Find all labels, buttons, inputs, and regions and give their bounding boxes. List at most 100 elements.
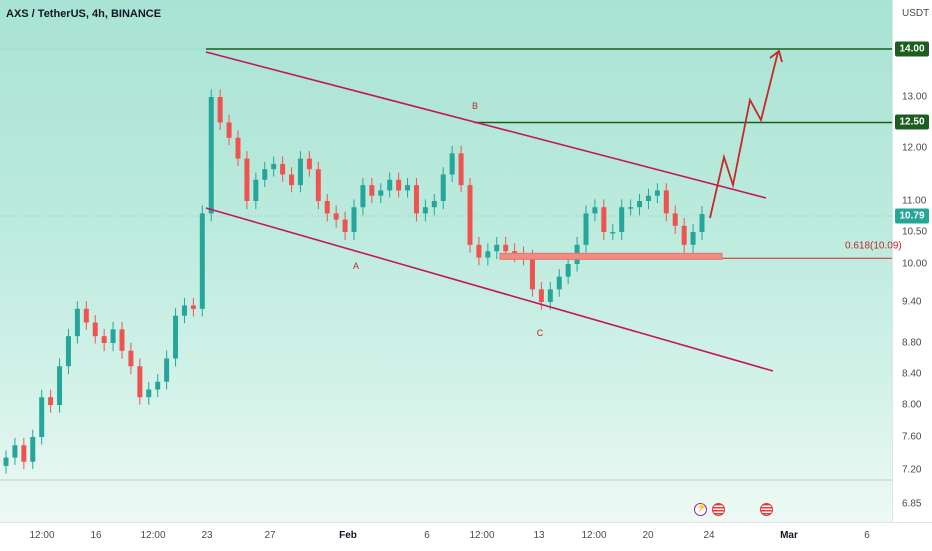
candle-body xyxy=(39,397,45,437)
candle-body xyxy=(476,244,482,258)
candle-body xyxy=(110,329,116,343)
candle-body xyxy=(30,437,36,462)
candle-body xyxy=(199,213,205,309)
price-unit-label: USDT xyxy=(902,8,930,19)
price-chart[interactable] xyxy=(0,0,892,522)
candle-body xyxy=(119,329,125,351)
candle-body xyxy=(235,137,241,159)
candle-body xyxy=(583,213,589,245)
candle-body xyxy=(422,207,428,214)
price-axis[interactable] xyxy=(892,0,932,522)
time-tick-label: Feb xyxy=(339,530,357,541)
candle-body xyxy=(208,97,214,214)
candle-body xyxy=(164,358,170,382)
event-bolt-icon[interactable] xyxy=(694,502,707,516)
candle-body xyxy=(351,207,357,232)
price-tick-label: 8.40 xyxy=(902,368,922,380)
candle-body xyxy=(538,289,544,302)
candle-body xyxy=(21,445,27,462)
time-tick-label: 12:00 xyxy=(581,530,607,541)
fib-level-label: 0.618(10.09) xyxy=(845,240,902,252)
candle-body xyxy=(244,158,250,201)
time-tick-label: 20 xyxy=(642,530,654,541)
time-tick-label: 12:00 xyxy=(29,530,55,541)
candle-body xyxy=(431,201,437,208)
channel-upper-line xyxy=(205,51,767,199)
candle-body xyxy=(271,163,277,170)
candle-body xyxy=(610,232,616,234)
time-tick-label: 27 xyxy=(264,530,276,541)
interval-label: 4h xyxy=(92,8,105,20)
candle-body xyxy=(369,185,375,196)
time-axis[interactable] xyxy=(0,522,932,551)
time-tick-label: 13 xyxy=(533,530,545,541)
candle-body xyxy=(92,322,98,337)
time-tick-label: 12:00 xyxy=(469,530,495,541)
candle-body xyxy=(12,445,18,458)
exchange-label: BINANCE xyxy=(110,8,162,20)
candle-body xyxy=(663,190,669,214)
target-price-tag: 14.00 xyxy=(895,41,929,57)
candle-body xyxy=(253,179,259,201)
candle-body xyxy=(645,195,651,201)
chart-header: AXS / TetherUS, 4h, BINANCE xyxy=(6,8,162,20)
candle-body xyxy=(503,244,509,252)
candle-body xyxy=(485,251,491,258)
candle-body xyxy=(57,366,63,405)
candle-body xyxy=(181,305,187,316)
symbol-name: AXS / TetherUS xyxy=(6,8,86,20)
candle-body xyxy=(387,179,393,191)
candle-body xyxy=(306,158,312,170)
candle-body xyxy=(405,185,411,191)
candle-body xyxy=(654,190,660,196)
candle-body xyxy=(217,97,223,123)
time-tick-label: 12:00 xyxy=(140,530,166,541)
event-us-flag-icon[interactable] xyxy=(760,503,773,516)
time-tick-label: 23 xyxy=(201,530,213,541)
time-tick-label: Mar xyxy=(780,530,798,541)
candle-body xyxy=(173,315,179,359)
candle-body xyxy=(699,214,705,232)
price-tick-label: 9.40 xyxy=(902,296,922,308)
support-zone xyxy=(499,252,723,260)
candle-body xyxy=(146,389,152,398)
candle-body xyxy=(128,350,134,367)
candle-body xyxy=(190,305,196,309)
candle-body xyxy=(396,179,402,191)
candle-body xyxy=(280,163,286,175)
candle-body xyxy=(83,308,89,323)
price-tick-label: 8.80 xyxy=(902,337,922,349)
candle-body xyxy=(556,276,562,290)
candle-body xyxy=(289,174,295,186)
chart-plot-area[interactable] xyxy=(0,0,892,522)
candle-body xyxy=(690,232,696,245)
candle-body xyxy=(547,289,553,302)
price-tick-label: 11.00 xyxy=(902,195,927,207)
candle-body xyxy=(48,397,54,405)
price-tick-label: 8.00 xyxy=(902,399,922,411)
target-price-tag: 12.50 xyxy=(895,114,929,130)
price-tick-label: 12.00 xyxy=(902,142,928,154)
projection-arrowhead xyxy=(769,49,783,63)
candle-body xyxy=(494,244,500,252)
time-tick-label: 6 xyxy=(424,530,430,541)
candle-body xyxy=(333,213,339,220)
wave-label: A xyxy=(352,261,360,271)
event-us-flag-icon[interactable] xyxy=(712,503,725,516)
wave-label: B xyxy=(471,101,479,111)
time-tick-label: 6 xyxy=(864,530,870,541)
candle-body xyxy=(342,219,348,232)
wave-label: C xyxy=(536,328,544,338)
candle-body xyxy=(137,366,143,398)
candle-body xyxy=(226,122,232,138)
candle-body xyxy=(378,190,384,196)
time-tick-label: 24 xyxy=(703,530,715,541)
candle-body xyxy=(101,336,107,343)
price-tick-label: 7.60 xyxy=(902,431,922,443)
candle-body xyxy=(512,251,518,255)
candle-body xyxy=(74,308,80,337)
candle-body xyxy=(297,158,303,186)
current-price-tag: 10.79 xyxy=(895,208,929,224)
candle-body xyxy=(65,336,71,367)
candle-body xyxy=(315,169,321,201)
